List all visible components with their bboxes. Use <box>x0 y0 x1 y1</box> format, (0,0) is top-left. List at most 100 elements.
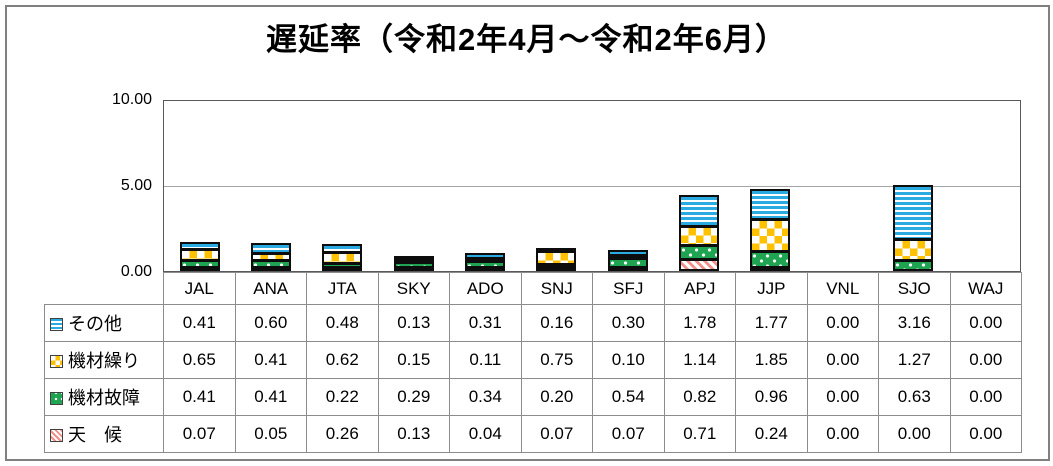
bar-stack-snj <box>536 247 577 271</box>
airline-header-cell: ADO <box>449 272 522 305</box>
bar-stack-jta <box>322 244 363 271</box>
legend-cell: 天 候 <box>44 415 164 453</box>
value-cell: 0.75 <box>520 341 593 379</box>
value-cell: 0.00 <box>949 341 1022 379</box>
value-cell: 0.10 <box>592 341 665 379</box>
bar-segment <box>393 262 434 267</box>
legend-label: 天 候 <box>68 425 122 445</box>
value-cell: 0.41 <box>163 304 236 342</box>
bar-segment <box>750 189 791 220</box>
value-cell: 0.65 <box>163 341 236 379</box>
value-cell: 0.29 <box>377 378 450 416</box>
value-cell: 0.54 <box>592 378 665 416</box>
airline-header-cell: APJ <box>663 272 736 305</box>
airline-header-cell: WAJ <box>949 272 1022 305</box>
value-cell: 0.96 <box>735 378 808 416</box>
value-cell: 0.00 <box>806 304 879 342</box>
value-cell: 0.15 <box>377 341 450 379</box>
bar-segment <box>322 266 363 271</box>
bar-column-vnl <box>806 101 877 271</box>
value-cell: 1.85 <box>735 341 808 379</box>
airline-header-cell: JTA <box>306 272 379 305</box>
value-cell: 0.30 <box>592 304 665 342</box>
table-header-row: JAL ANA JTA SKY ADO SNJ SFJ APJ JJP VNL SJO WAJ <box>45 272 1022 305</box>
legend-cell: 機材繰り <box>44 341 164 379</box>
blue-horizontal-stripes-swatch-icon <box>50 318 63 331</box>
value-cell: 0.04 <box>449 415 522 453</box>
value-cell: 0.41 <box>163 378 236 416</box>
bar-column-jta <box>307 101 378 271</box>
bar-segment <box>607 257 648 267</box>
value-cell: 0.63 <box>878 378 951 416</box>
bar-segment <box>393 267 434 271</box>
bar-series-container <box>164 101 1020 271</box>
bar-segment <box>250 260 291 267</box>
table-row: その他 0.41 0.60 0.48 0.13 0.31 0.16 0.30 1.78 1.77 0… <box>44 304 1022 342</box>
value-cell: 0.48 <box>306 304 379 342</box>
bar-segment <box>607 267 648 271</box>
value-cell: 0.60 <box>234 304 307 342</box>
airline-header-cell: SFJ <box>592 272 665 305</box>
bar-segment <box>393 259 434 263</box>
bar-segment <box>464 267 505 271</box>
bar-segment <box>322 252 363 263</box>
airline-header-cell: VNL <box>806 272 879 305</box>
bar-segment <box>678 258 719 271</box>
yellow-checker-swatch-icon <box>50 355 63 368</box>
value-cell: 0.41 <box>234 341 307 379</box>
table-row: 天 候 0.07 0.05 0.26 0.13 0.04 0.07 0.07 0.71 0.24 0… <box>44 415 1022 453</box>
bar-column-ado <box>449 101 520 271</box>
value-cell: 0.00 <box>806 415 879 453</box>
value-cell: 0.22 <box>306 378 379 416</box>
value-cell: 0.16 <box>520 304 593 342</box>
bar-column-waj <box>949 101 1020 271</box>
bar-column-jjp <box>735 101 806 271</box>
chart-title: 遅延率（令和2年4月～令和2年6月） <box>266 22 787 57</box>
value-cell: 1.14 <box>663 341 736 379</box>
plot-area <box>163 100 1021 272</box>
value-cell: 0.00 <box>949 415 1022 453</box>
value-cell: 0.41 <box>234 378 307 416</box>
bar-segment <box>322 244 363 253</box>
airline-header-cell: ANA <box>234 272 307 305</box>
bar-segment <box>750 219 791 251</box>
value-cell: 0.00 <box>949 378 1022 416</box>
bar-segment <box>250 267 291 271</box>
bar-column-sjo <box>877 101 948 271</box>
airline-header-cell: SNJ <box>520 272 593 305</box>
bar-segment <box>892 185 933 239</box>
value-cell: 0.34 <box>449 378 522 416</box>
airline-header-cell: JAL <box>163 272 236 305</box>
table-row: 機材故障 0.41 0.41 0.22 0.29 0.34 0.20 0.54 0.82 0.96… <box>44 378 1022 416</box>
value-cell: 0.11 <box>449 341 522 379</box>
bar-segment <box>678 195 719 226</box>
value-cell: 0.24 <box>735 415 808 453</box>
bar-stack-apj <box>678 195 719 271</box>
bar-segment <box>250 242 291 254</box>
bar-segment <box>607 249 648 255</box>
value-cell: 0.07 <box>163 415 236 453</box>
value-cell: 1.78 <box>663 304 736 342</box>
bar-segment <box>179 248 220 261</box>
value-cell: 0.07 <box>520 415 593 453</box>
bar-stack-sjo <box>892 185 933 271</box>
bar-segment <box>607 254 648 258</box>
bar-stack-jjp <box>750 189 791 271</box>
value-cell: 0.07 <box>592 415 665 453</box>
value-cell: 0.26 <box>306 415 379 453</box>
bar-segment <box>536 263 577 267</box>
bar-stack-ado <box>464 252 505 271</box>
value-cell: 1.77 <box>735 304 808 342</box>
legend-label: その他 <box>68 314 122 334</box>
bar-segment <box>250 253 291 261</box>
airline-header-cell: SKY <box>377 272 450 305</box>
bar-segment <box>536 247 577 251</box>
value-cell: 0.00 <box>878 415 951 453</box>
legend-label: 機材故障 <box>68 388 140 408</box>
legend-cell: 機材故障 <box>44 378 164 416</box>
bar-segment <box>464 252 505 259</box>
bar-segment <box>322 262 363 267</box>
bar-column-sfj <box>592 101 663 271</box>
value-cell: 0.82 <box>663 378 736 416</box>
